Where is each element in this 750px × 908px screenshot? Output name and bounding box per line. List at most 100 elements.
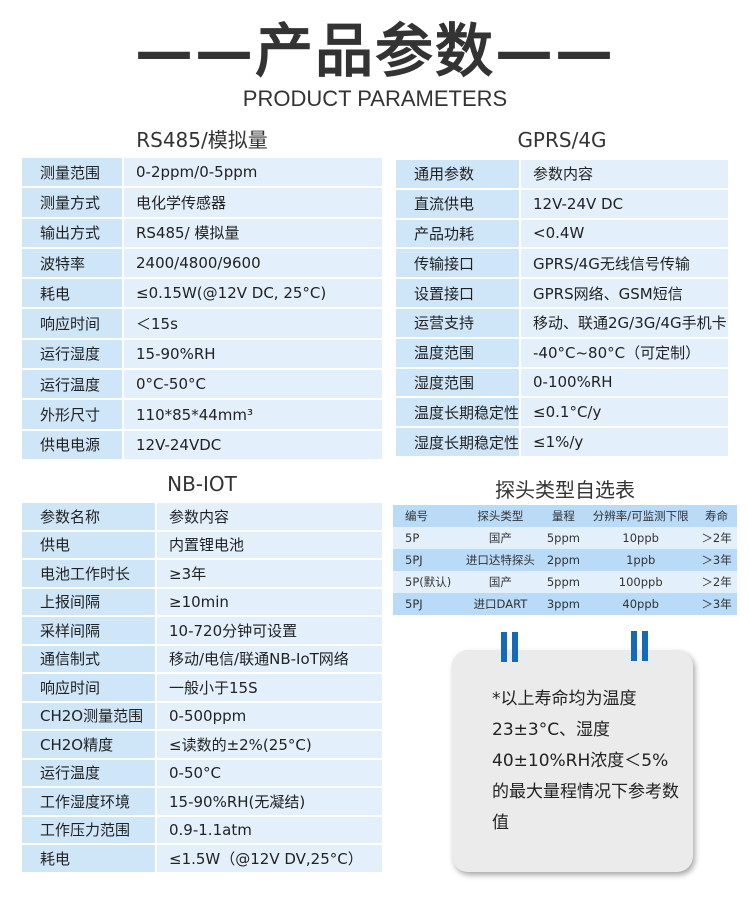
table-row: 响应时间 ＜15s bbox=[22, 308, 382, 340]
row-value: 参数内容 bbox=[520, 160, 728, 190]
table-row: 湿度长期稳定性 ≤1%/y bbox=[396, 427, 728, 458]
table-row: 5P(默认) 国产 5ppm 100ppb ＞2年 bbox=[393, 571, 737, 593]
row-label: 湿度范围 bbox=[396, 367, 522, 399]
row-value: ≤1.5W（@12V DV,25°C） bbox=[156, 844, 382, 874]
row-value: 5ppm bbox=[541, 527, 586, 549]
row-value: 参数内容 bbox=[156, 503, 382, 532]
row-value: 12V-24V DC bbox=[520, 188, 728, 220]
row-label: 5PJ bbox=[393, 593, 460, 615]
row-value: 0-500ppm bbox=[156, 701, 382, 731]
row-value: ≥3年 bbox=[156, 559, 382, 589]
row-label: 工作湿度环境 bbox=[22, 787, 157, 817]
row-value: 探头类型 bbox=[459, 505, 542, 527]
row-label: 响应时间 bbox=[22, 673, 157, 703]
row-label: 测量范围 bbox=[22, 158, 124, 189]
row-value: 0-2ppm/0-5ppm bbox=[123, 158, 382, 189]
table-row: 参数名称 参数内容 bbox=[22, 503, 382, 532]
row-label: 编号 bbox=[393, 505, 460, 527]
table-row: 电池工作时长 ≥3年 bbox=[22, 559, 382, 589]
page-title: ——产品参数—— bbox=[134, 17, 615, 85]
row-value: 5ppm bbox=[541, 571, 586, 593]
table-row: 产品功耗 <0.4W bbox=[396, 218, 728, 250]
table-row: 温度长期稳定性 ≤0.1°C/y bbox=[396, 397, 728, 429]
row-value: 国产 bbox=[459, 527, 542, 549]
row-value: ＞3年 bbox=[696, 549, 737, 571]
binder-clip-icon bbox=[642, 631, 648, 661]
row-label: 上报间隔 bbox=[22, 587, 157, 617]
table-row: 通信制式 移动/电信/联通NB-IoT网络 bbox=[22, 644, 382, 674]
row-value: 10-720分钟可设置 bbox=[156, 616, 382, 646]
row-value: 2ppm bbox=[541, 549, 586, 571]
row-label: 湿度长期稳定性 bbox=[396, 427, 522, 458]
row-value: 国产 bbox=[459, 571, 542, 593]
table-row: 5PJ 进口达特探头 2ppm 1ppb ＞3年 bbox=[393, 549, 737, 571]
row-value: ≤0.15W(@12V DC, 25°C) bbox=[123, 278, 382, 310]
row-value: -40°C~80°C（可定制） bbox=[520, 337, 728, 369]
row-label: 供电电源 bbox=[22, 429, 124, 461]
table-row: 上报间隔 ≥10min bbox=[22, 587, 382, 617]
table-row: 测量方式 电化学传感器 bbox=[22, 187, 382, 219]
row-label: 电池工作时长 bbox=[22, 559, 157, 589]
row-value: 内置锂电池 bbox=[156, 530, 382, 560]
table-row: 温度范围 -40°C~80°C（可定制） bbox=[396, 337, 728, 369]
row-value: 3ppm bbox=[541, 593, 586, 615]
table-row: CH2O精度 ≤读数的±2%(25°C) bbox=[22, 730, 382, 760]
row-label: 传输接口 bbox=[396, 248, 522, 280]
nbiot-table: 参数名称 参数内容 供电 内置锂电池 电池工作时长 ≥3年 上报间隔 ≥10min 采样间隔 10… bbox=[22, 503, 382, 874]
row-label: CH2O精度 bbox=[22, 730, 157, 760]
row-value: 分辨率/可监测下限 bbox=[585, 505, 697, 527]
row-label: 通用参数 bbox=[396, 160, 522, 190]
row-value: 2400/4800/9600 bbox=[123, 247, 382, 280]
row-value: 进口DART bbox=[459, 593, 542, 615]
row-label: 运行湿度 bbox=[22, 338, 124, 371]
binder-clip-icon bbox=[512, 632, 518, 662]
row-value: 0-100%RH bbox=[520, 367, 728, 399]
row-value: ≤1%/y bbox=[520, 427, 728, 458]
rs485-table: 测量范围 0-2ppm/0-5ppm 测量方式 电化学传感器 输出方式 RS485/ 模拟… bbox=[22, 158, 382, 461]
row-value: ≤0.1°C/y bbox=[520, 397, 728, 429]
row-label: 耗电 bbox=[22, 844, 157, 874]
row-value: 1ppb bbox=[585, 549, 697, 571]
table-row: 波特率 2400/4800/9600 bbox=[22, 247, 382, 280]
row-label: 5PJ bbox=[393, 549, 460, 571]
row-value: ≤读数的±2%(25°C) bbox=[156, 730, 382, 760]
gprs-table: 通用参数 参数内容 直流供电 12V-24V DC 产品功耗 <0.4W 传输接口 GPRS/… bbox=[396, 160, 728, 458]
row-label: 运行温度 bbox=[22, 369, 124, 401]
row-value: 10ppb bbox=[585, 527, 697, 549]
row-label: 运行温度 bbox=[22, 758, 157, 788]
row-value: 电化学传感器 bbox=[123, 187, 382, 219]
rs485-title: RS485/模拟量 bbox=[136, 128, 268, 152]
row-value: GPRS/4G无线信号传输 bbox=[520, 248, 728, 280]
row-label: 供电 bbox=[22, 530, 157, 560]
table-row: 供电 内置锂电池 bbox=[22, 530, 382, 560]
note-card: *以上寿命均为温度23±3°C、湿度40±10%RH浓度＜5%的最大量程情况下参… bbox=[452, 650, 693, 872]
row-label: 响应时间 bbox=[22, 308, 124, 340]
row-value: 0.9-1.1atm bbox=[156, 815, 382, 845]
row-label: 运营支持 bbox=[396, 307, 522, 339]
table-row: 通用参数 参数内容 bbox=[396, 160, 728, 190]
row-value: ＞3年 bbox=[696, 593, 737, 615]
table-row: 运行温度 0-50°C bbox=[22, 758, 382, 788]
row-value: ≥10min bbox=[156, 587, 382, 617]
table-row: 运行湿度 15-90%RH bbox=[22, 338, 382, 371]
row-value: ＜15s bbox=[123, 308, 382, 340]
row-value: 12V-24VDC bbox=[123, 429, 382, 461]
row-value: 移动、联通2G/3G/4G手机卡 bbox=[520, 307, 728, 339]
row-label: 通信制式 bbox=[22, 644, 157, 674]
row-value: 一般小于15S bbox=[156, 673, 382, 703]
table-row: 供电电源 12V-24VDC bbox=[22, 429, 382, 461]
row-value: 110*85*44mm³ bbox=[123, 399, 382, 431]
row-value: 15-90%RH bbox=[123, 338, 382, 371]
table-row: 湿度范围 0-100%RH bbox=[396, 367, 728, 399]
table-row: 测量范围 0-2ppm/0-5ppm bbox=[22, 158, 382, 189]
row-value: 100ppb bbox=[585, 571, 697, 593]
table-row: 传输接口 GPRS/4G无线信号传输 bbox=[396, 248, 728, 280]
table-row: CH2O测量范围 0-500ppm bbox=[22, 701, 382, 731]
nbiot-title: NB-IOT bbox=[167, 472, 237, 496]
probe-table: 编号 探头类型 量程 分辨率/可监测下限 寿命 5P 国产 5ppm 10ppb ＞2年 5PJ 进口… bbox=[393, 505, 737, 615]
table-row: 耗电 ≤1.5W（@12V DV,25°C） bbox=[22, 844, 382, 874]
row-value: 40ppb bbox=[585, 593, 697, 615]
row-label: 工作压力范围 bbox=[22, 815, 157, 845]
row-value: <0.4W bbox=[520, 218, 728, 250]
row-value: 进口达特探头 bbox=[459, 549, 542, 571]
